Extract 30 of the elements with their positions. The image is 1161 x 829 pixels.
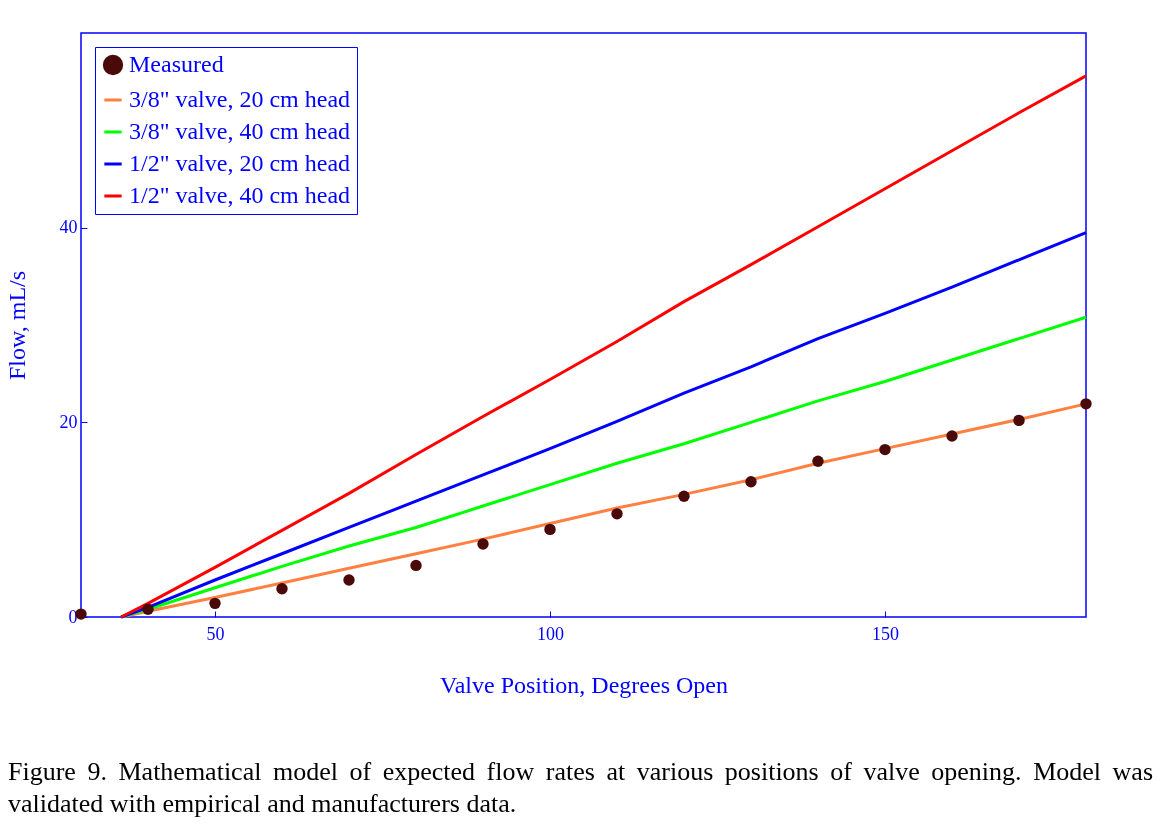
point (678, 490, 690, 502)
y-axis-title: Flow, mL/s (3, 270, 30, 381)
point (611, 508, 623, 520)
point (276, 583, 288, 595)
legend-label: Measured (129, 51, 224, 77)
legend-label: 1/2" valve, 20 cm head (129, 150, 351, 176)
point (209, 597, 221, 610)
point (343, 574, 355, 586)
line-series (119, 74, 1088, 619)
legend-label: 1/2" valve, 40 cm head (129, 182, 351, 208)
point (410, 559, 422, 572)
legend-label: 3/8" valve, 20 cm head (129, 86, 351, 112)
x-tick-label: 150 (872, 623, 899, 644)
y-tick-label: 0 (68, 606, 78, 627)
point (879, 443, 891, 456)
y-tick-label: 20 (59, 411, 78, 432)
point (142, 603, 154, 615)
x-tick-label: 100 (537, 623, 564, 644)
point (477, 538, 489, 550)
point (812, 455, 824, 467)
point (1080, 398, 1092, 410)
point (946, 430, 958, 442)
y-tick-label: 40 (59, 217, 78, 238)
legend-label: 3/8" valve, 40 cm head (129, 118, 351, 144)
point (1013, 414, 1025, 427)
point (745, 476, 757, 488)
x-tick-label: 50 (206, 623, 225, 644)
caption: Figure 9. Mathematical model of expected flow rates at various positions of valve opening. Model was validated with empirical and manufacturers data. (8, 756, 1153, 820)
x-axis-title: Valve Position, Degrees Open (440, 671, 728, 698)
point (544, 523, 556, 536)
